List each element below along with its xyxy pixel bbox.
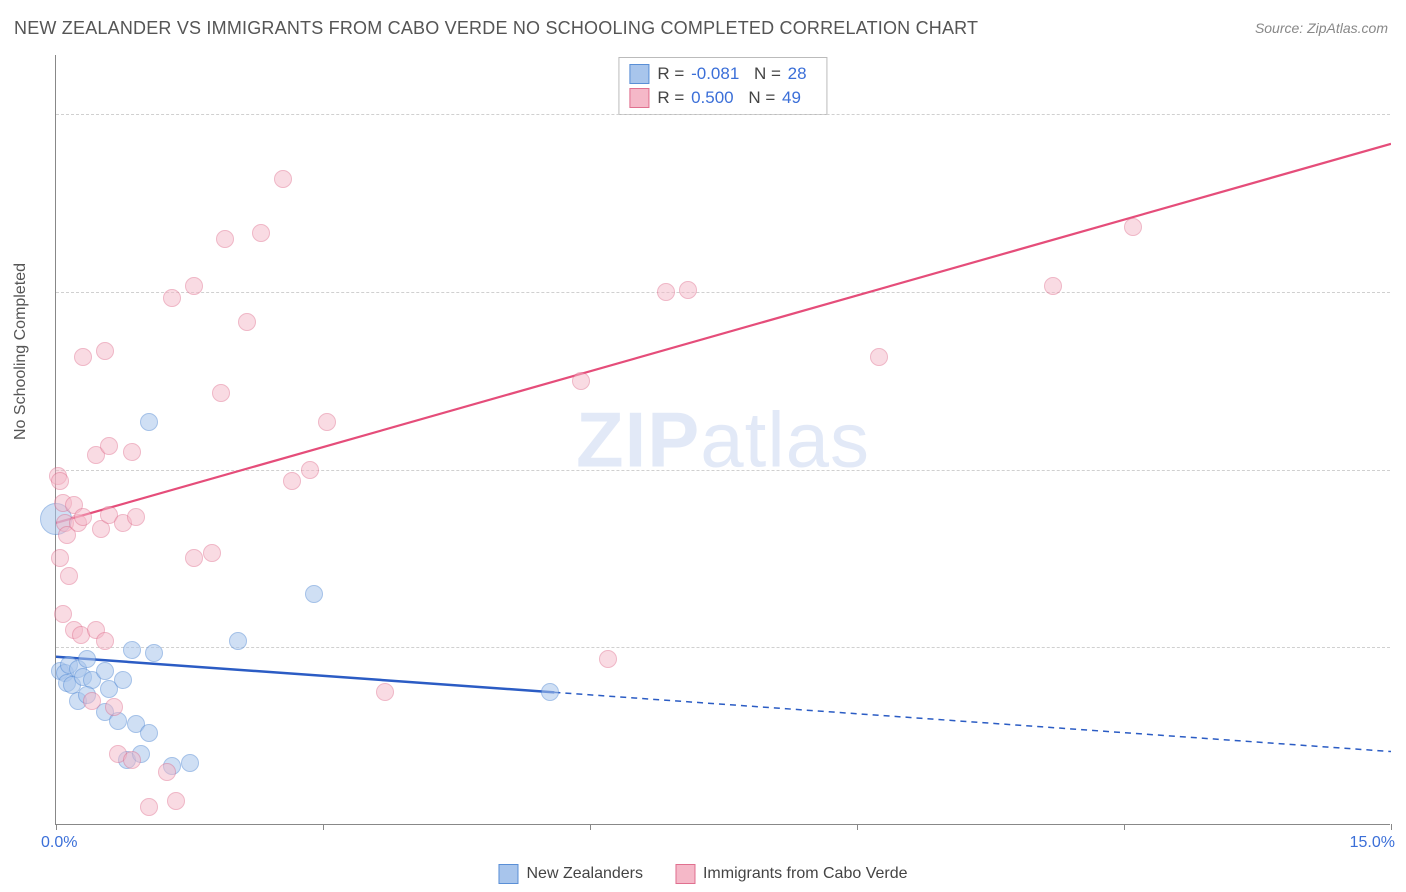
scatter-point	[158, 763, 176, 781]
scatter-point	[572, 372, 590, 390]
scatter-point	[140, 798, 158, 816]
scatter-point	[163, 289, 181, 307]
source-attribution: Source: ZipAtlas.com	[1255, 20, 1388, 36]
scatter-point	[274, 170, 292, 188]
scatter-point	[60, 567, 78, 585]
grid-line	[56, 647, 1390, 648]
legend-swatch	[629, 64, 649, 84]
plot-area: ZIPatlas R = -0.081 N = 28R = 0.500 N = …	[55, 55, 1390, 825]
scatter-point	[203, 544, 221, 562]
scatter-point	[252, 224, 270, 242]
scatter-point	[870, 348, 888, 366]
scatter-point	[140, 724, 158, 742]
scatter-point	[541, 683, 559, 701]
scatter-point	[1124, 218, 1142, 236]
scatter-point	[657, 283, 675, 301]
scatter-point	[74, 348, 92, 366]
scatter-point	[679, 281, 697, 299]
stats-text: R = -0.081 N = 28	[657, 62, 816, 86]
y-tick-label: 6.0%	[1395, 105, 1406, 123]
scatter-point	[216, 230, 234, 248]
grid-line	[56, 292, 1390, 293]
scatter-point	[140, 413, 158, 431]
trend-lines-svg	[56, 55, 1391, 825]
scatter-point	[301, 461, 319, 479]
scatter-point	[96, 662, 114, 680]
legend-item: New Zealanders	[498, 864, 643, 884]
grid-line	[56, 114, 1390, 115]
x-axis-min-label: 0.0%	[41, 834, 77, 852]
scatter-point	[599, 650, 617, 668]
y-tick-label: 4.5%	[1395, 283, 1406, 301]
x-tick-mark	[56, 824, 57, 830]
chart-title: NEW ZEALANDER VS IMMIGRANTS FROM CABO VE…	[14, 18, 978, 39]
scatter-point	[96, 342, 114, 360]
x-tick-mark	[1391, 824, 1392, 830]
scatter-point	[83, 692, 101, 710]
y-tick-label: 1.5%	[1395, 638, 1406, 656]
stats-text: R = 0.500 N = 49	[657, 86, 811, 110]
scatter-point	[283, 472, 301, 490]
legend-swatch	[498, 864, 518, 884]
legend-label: New Zealanders	[526, 865, 643, 883]
legend-label: Immigrants from Cabo Verde	[703, 865, 908, 883]
scatter-point	[185, 549, 203, 567]
scatter-point	[123, 641, 141, 659]
scatter-point	[167, 792, 185, 810]
scatter-point	[114, 671, 132, 689]
scatter-point	[318, 413, 336, 431]
x-axis-max-label: 15.0%	[1350, 834, 1395, 852]
scatter-point	[185, 277, 203, 295]
x-tick-mark	[1124, 824, 1125, 830]
scatter-point	[51, 472, 69, 490]
scatter-point	[127, 508, 145, 526]
scatter-point	[123, 443, 141, 461]
x-tick-mark	[590, 824, 591, 830]
scatter-point	[74, 508, 92, 526]
chart-container: NEW ZEALANDER VS IMMIGRANTS FROM CABO VE…	[0, 0, 1406, 892]
scatter-point	[376, 683, 394, 701]
stats-legend-box: R = -0.081 N = 28R = 0.500 N = 49	[618, 57, 827, 115]
scatter-point	[238, 313, 256, 331]
scatter-point	[78, 650, 96, 668]
scatter-point	[181, 754, 199, 772]
x-tick-mark	[323, 824, 324, 830]
scatter-point	[123, 751, 141, 769]
legend-swatch	[675, 864, 695, 884]
x-tick-mark	[857, 824, 858, 830]
legend-swatch	[629, 88, 649, 108]
scatter-point	[105, 698, 123, 716]
y-tick-label: 3.0%	[1395, 461, 1406, 479]
legend-item: Immigrants from Cabo Verde	[675, 864, 908, 884]
scatter-point	[305, 585, 323, 603]
scatter-point	[1044, 277, 1062, 295]
stats-row: R = -0.081 N = 28	[629, 62, 816, 86]
scatter-point	[212, 384, 230, 402]
y-axis-label: No Schooling Completed	[12, 263, 30, 440]
watermark: ZIPatlas	[576, 394, 870, 485]
scatter-point	[96, 632, 114, 650]
scatter-point	[100, 437, 118, 455]
bottom-legend: New Zealanders Immigrants from Cabo Verde	[498, 864, 907, 884]
grid-line	[56, 470, 1390, 471]
scatter-point	[229, 632, 247, 650]
stats-row: R = 0.500 N = 49	[629, 86, 816, 110]
scatter-point	[145, 644, 163, 662]
scatter-point	[51, 549, 69, 567]
